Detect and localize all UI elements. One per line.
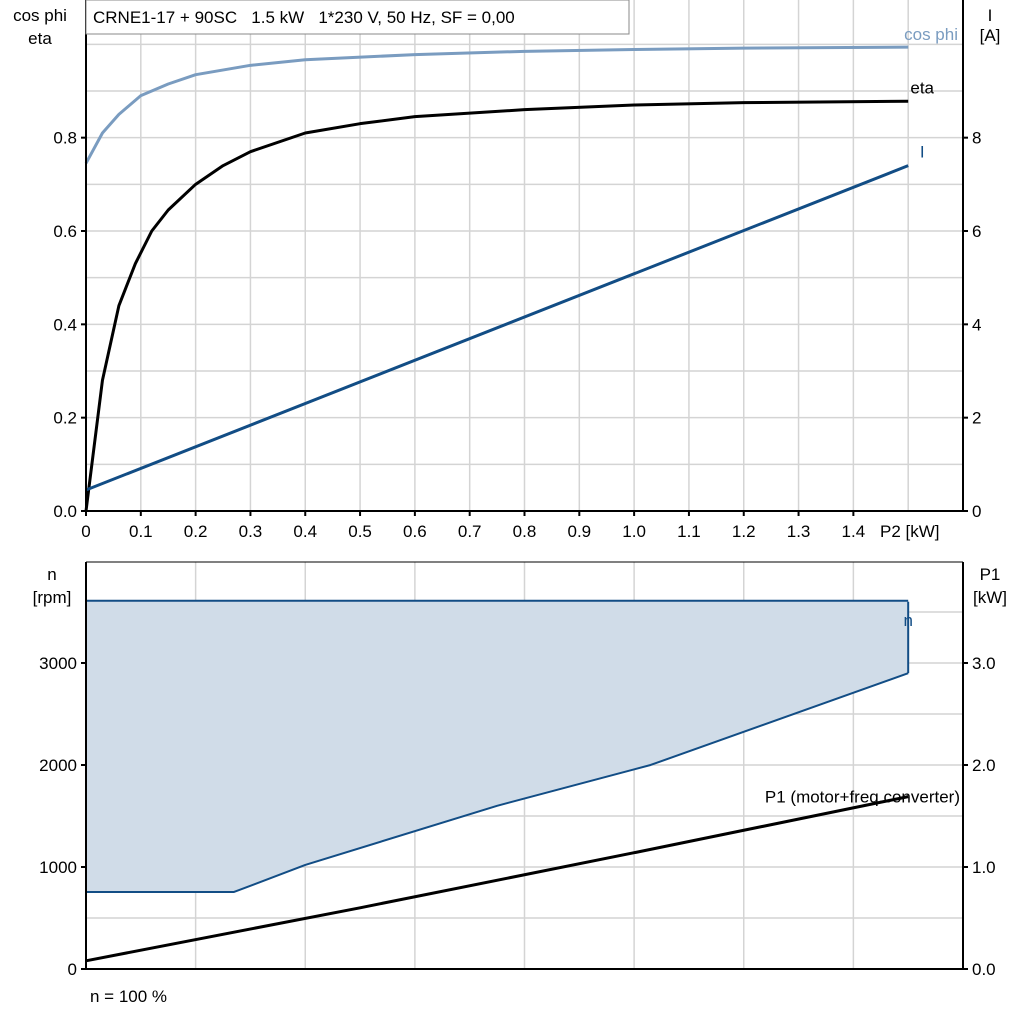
operating-range-area [86,601,909,892]
y-right-label-2: [A] [980,26,1001,45]
y-right-tick-label: 6 [972,222,981,241]
y2-left-label-1: n [47,565,56,584]
y-right-tick-label: 3.0 [972,654,996,673]
y2-right-label-2: [kW] [973,588,1007,607]
y-right-tick-label: 8 [972,129,981,148]
series-label-n: n [903,611,912,630]
x-tick-label: 0.9 [567,522,591,541]
x-tick-label: 0.3 [239,522,263,541]
series-label-cos-phi: cos phi [904,25,958,44]
y2-right-label-1: P1 [980,565,1001,584]
y-right-tick-label: 0.0 [972,960,996,979]
series-label-eta: eta [910,78,934,97]
x-tick-label: 0.7 [458,522,482,541]
series-line-boundary [86,672,909,893]
y-right-label-1: I [988,6,993,25]
chart-title: CRNE1-17 + 90SC 1.5 kW 1*230 V, 50 Hz, S… [93,8,515,27]
series-line-p1-motor-freq-converter- [85,795,909,963]
footnote: n = 100 % [90,987,167,1006]
x-tick-label: 1.3 [787,522,811,541]
y-right-tick-label: 0 [972,502,981,521]
x-tick-label: 0.4 [293,522,317,541]
title-box [85,0,630,35]
series-line-i [85,164,909,492]
x-tick-label: 0 [81,522,90,541]
x-tick-label: 0.6 [403,522,427,541]
y-right-tick-label: 2 [972,409,981,428]
y-left-tick-label: 0.4 [53,315,77,334]
x-tick-label: 1.1 [677,522,701,541]
y-left-tick-label: 0.0 [53,502,77,521]
x-tick-label: 0.1 [129,522,153,541]
y-right-tick-label: 1.0 [972,858,996,877]
x-tick-label: 1.4 [842,522,866,541]
y-right-tick-label: 4 [972,315,981,334]
y-left-tick-label: 0 [68,960,77,979]
y-left-tick-label: 0.6 [53,222,77,241]
series-label-i: I [920,143,925,162]
y2-left-label-2: [rpm] [33,588,72,607]
y-left-tick-label: 0.2 [53,409,77,428]
y-left-tick-label: 0.8 [53,129,77,148]
y-left-tick-label: 3000 [39,654,77,673]
y-right-tick-label: 2.0 [972,756,996,775]
y-left-tick-label: 1000 [39,858,77,877]
series-label-p1-motor-freq-converter-: P1 (motor+freq.converter) [765,788,960,807]
x-tick-label: 1.2 [732,522,756,541]
x-tick-label: 1.0 [622,522,646,541]
series-line-eta [84,99,909,512]
x-tick-label: 0.8 [513,522,537,541]
x-axis-label: P2 [kW] [880,522,940,541]
y-left-label-2: eta [28,29,52,48]
series-line-cos-phi [84,45,909,165]
y-left-tick-label: 2000 [39,756,77,775]
x-tick-label: 0.5 [348,522,372,541]
y-left-label-1: cos phi [13,6,67,25]
x-tick-label: 0.2 [184,522,208,541]
